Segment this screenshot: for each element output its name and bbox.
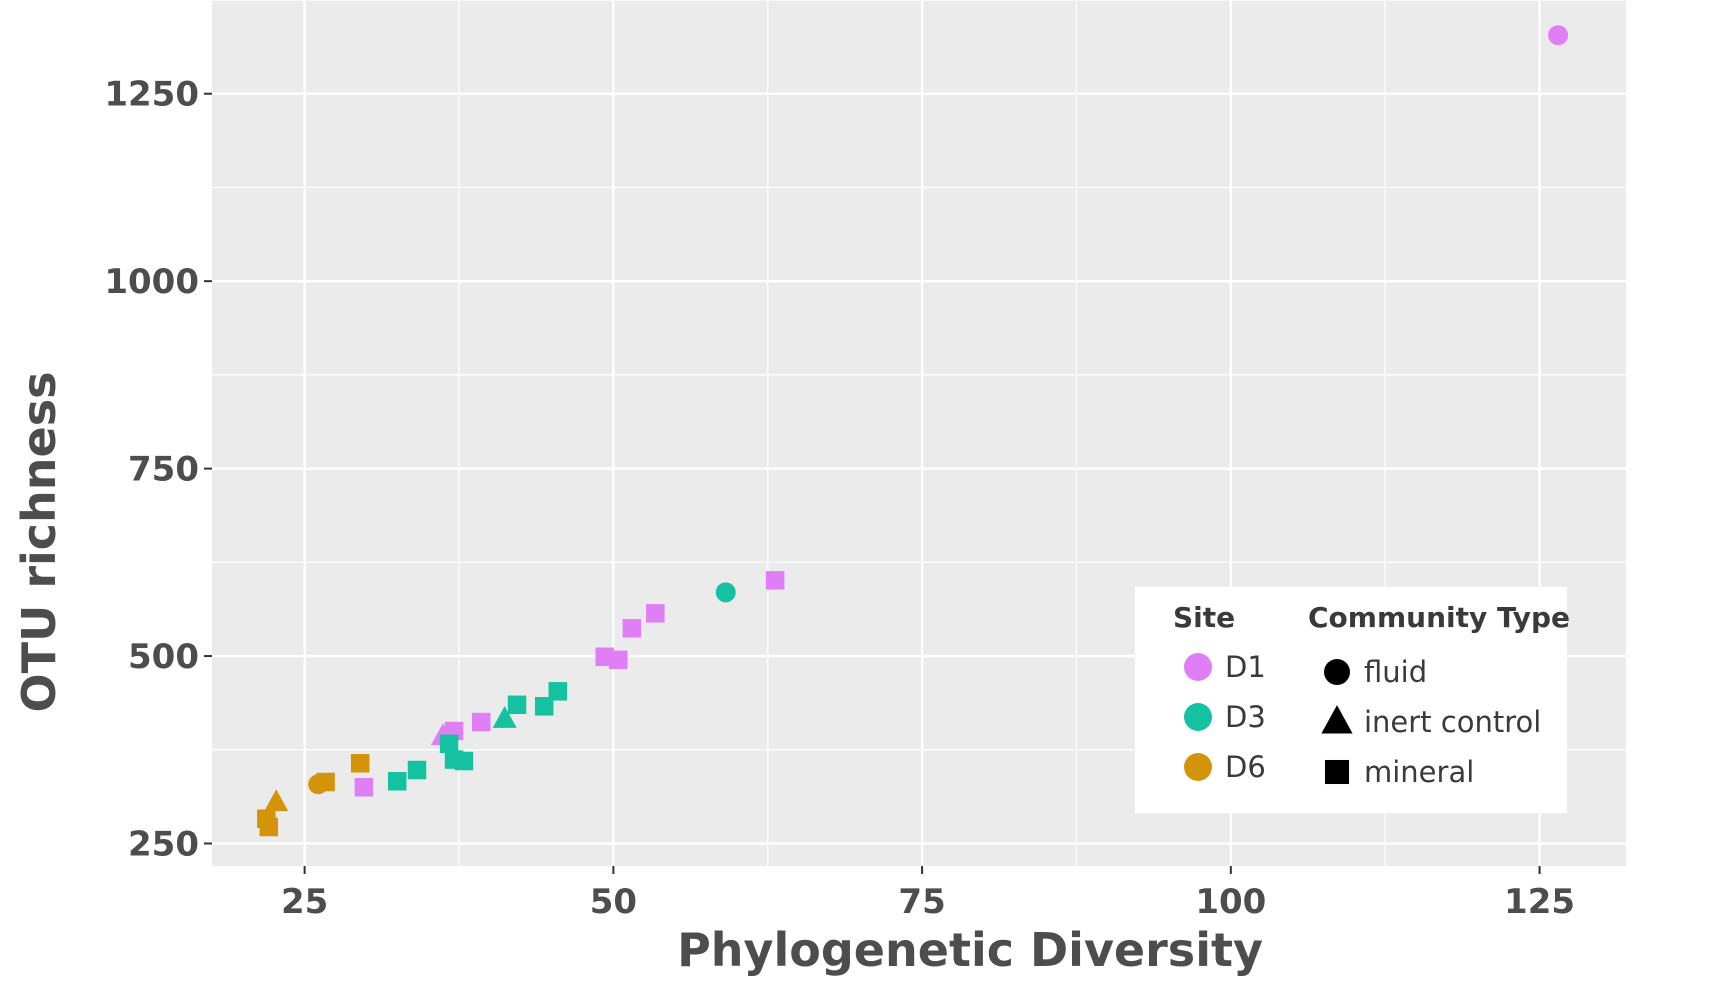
legend-type-key (1324, 759, 1350, 785)
data-point (646, 604, 665, 623)
data-point (264, 789, 289, 812)
y-tick-label: 750 (128, 450, 199, 490)
legend-site-title: Site (1173, 601, 1235, 634)
data-point (622, 619, 642, 638)
grid-minor (212, 0, 1626, 866)
x-tick-label: 125 (1504, 882, 1575, 922)
data-point (454, 751, 474, 771)
axis-ticks (204, 92, 1541, 874)
data-point (439, 734, 459, 754)
data-point (354, 778, 374, 797)
legend-site-items: D1 D3 D6 (1184, 650, 1266, 784)
data-point (534, 697, 554, 716)
y-tick-label: 500 (128, 637, 199, 677)
grid-major (212, 0, 1626, 866)
x-axis-title: Phylogenetic Diversity (677, 923, 1263, 977)
data-point (259, 817, 279, 837)
y-tick-label: 250 (128, 825, 199, 865)
data-point (507, 695, 527, 715)
data-point (715, 582, 736, 603)
data-point (609, 650, 628, 670)
legend-type-key (1321, 705, 1353, 734)
x-tick-label: 50 (590, 882, 637, 922)
x-tick-labels: 25 50 75 100 125 (281, 882, 1575, 922)
legend-type-label: inert control (1364, 705, 1541, 739)
x-tick-label: 25 (281, 882, 328, 922)
x-tick-label: 75 (898, 882, 945, 922)
legend-site-label: D6 (1225, 750, 1266, 784)
y-axis-title: OTU richness (12, 371, 66, 712)
data-point (548, 682, 568, 701)
y-tick-labels: 250 500 750 1000 1250 (104, 75, 199, 865)
x-tick-label: 100 (1195, 882, 1266, 922)
legend-type-key (1324, 659, 1350, 685)
legend-type-label: fluid (1364, 655, 1427, 689)
data-point (387, 772, 407, 791)
data-point (492, 706, 517, 728)
legend-site-label: D3 (1225, 700, 1266, 734)
legend-site-label: D1 (1225, 650, 1266, 684)
legend-type-items: fluid inert control mineral (1321, 655, 1541, 789)
legend: Site Community Type D1 D3 D6 fluid inert co… (1135, 587, 1570, 813)
legend-site-key (1184, 753, 1212, 781)
y-tick-label: 1000 (104, 262, 199, 302)
data-points (257, 25, 1569, 837)
legend-type-label: mineral (1364, 755, 1474, 789)
legend-site-key (1184, 703, 1212, 731)
data-point (350, 754, 370, 773)
data-point (407, 760, 427, 780)
legend-site-key (1184, 653, 1212, 681)
data-point (471, 712, 491, 732)
legend-type-title: Community Type (1308, 601, 1570, 634)
data-point (316, 772, 335, 792)
data-point (1548, 25, 1569, 46)
data-point (765, 571, 785, 590)
y-tick-label: 1250 (104, 75, 199, 115)
